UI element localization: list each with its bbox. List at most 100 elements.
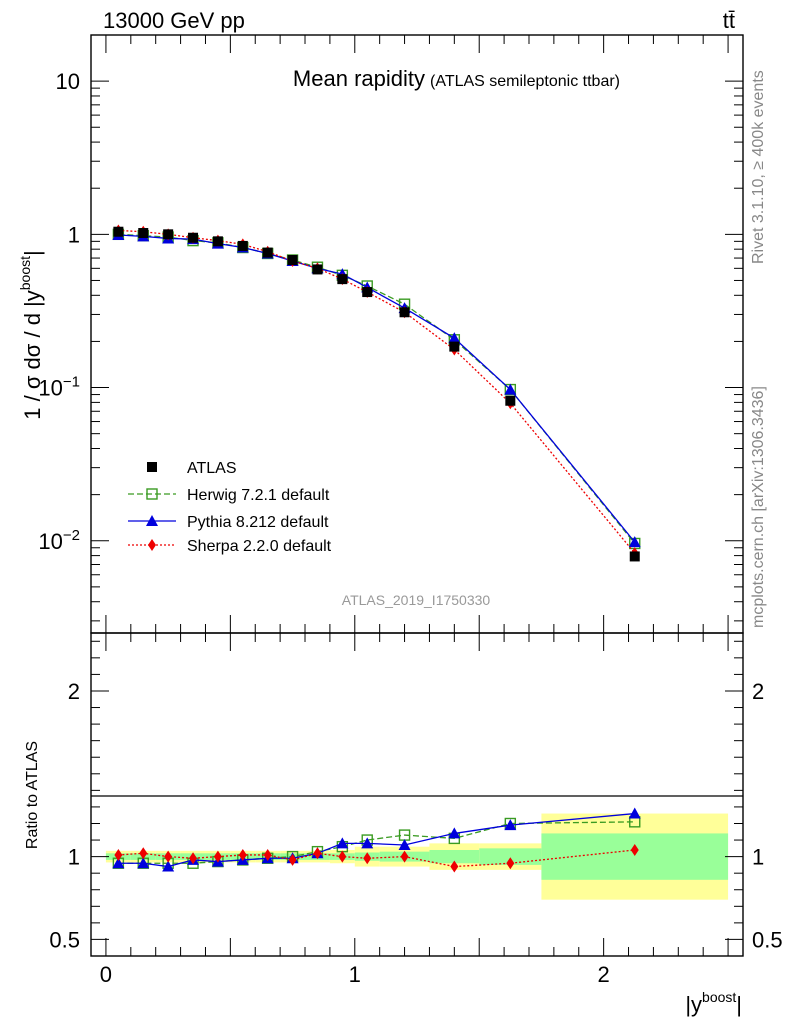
y-label-base: 1 / σ dσ / d |y [20, 290, 45, 419]
main-y-tick-label: 10 [56, 69, 80, 94]
ratio-y-tick-label-right: 0.5 [752, 927, 783, 952]
x-label-end: | [736, 992, 742, 1017]
ratio-series-layer [112, 807, 641, 873]
main-y-tick-label: 1 [68, 222, 80, 247]
tick-exponent: −2 [63, 527, 80, 544]
ratio-point [112, 857, 125, 869]
main-point [188, 232, 199, 243]
ratio-point [164, 850, 173, 863]
process-label: tt̄ [723, 8, 735, 33]
energy-label: 13000 GeV pp [103, 8, 245, 33]
ratio-band-stat [479, 848, 542, 865]
ratio-point [450, 860, 459, 873]
rivet-label: Rivet 3.1.10, ≥ 400k events [750, 70, 767, 264]
tick-mantissa: 1 [68, 222, 80, 247]
ratio-y-tick-label-right: 2 [752, 679, 764, 704]
main-point [362, 287, 373, 298]
main-point [237, 240, 248, 251]
main-y-tick-label: 10−2 [38, 527, 80, 554]
ratio-point [338, 850, 347, 863]
main-series-line [118, 229, 636, 554]
main-point [312, 264, 323, 275]
ratio-point [400, 850, 409, 863]
ratio-band-stat [429, 849, 480, 864]
x-tick-label: 1 [349, 962, 361, 987]
legend-label: ATLAS [187, 460, 237, 477]
ratio-point [162, 860, 175, 872]
main-point [138, 228, 149, 239]
ratio-y-tick-label-left: 2 [68, 679, 80, 704]
tick-mantissa: 10 [38, 529, 62, 554]
ratio-point [189, 852, 198, 865]
chart-subtitle: (ATLAS semileptonic ttbar) [430, 73, 620, 90]
main-point [212, 236, 223, 247]
ratio-point [448, 827, 461, 839]
main-point [113, 226, 124, 237]
x-label-sup: boost [702, 989, 736, 1005]
legend-label: Herwig 7.2.1 default [187, 487, 330, 504]
tick-mantissa: 10 [38, 376, 62, 401]
x-axis-title: |yboost| [685, 989, 742, 1017]
ratio-point [238, 848, 247, 861]
ratio-axis-ticks: 0.5 0.5 1 1 2 2 0 1 2 [49, 633, 783, 987]
main-point [505, 395, 516, 406]
ratio-point [630, 843, 639, 856]
x-axis-label: |yboost| [685, 989, 742, 1017]
ratio-point [504, 819, 517, 831]
ratio-point [363, 852, 372, 865]
ratio-point [114, 848, 123, 861]
ratio-point [398, 839, 411, 851]
ratio-point [288, 853, 297, 866]
ratio-y-tick-label-left: 1 [68, 845, 80, 870]
main-point [262, 247, 273, 258]
main-point [628, 536, 641, 548]
y-label-sup: boost [17, 256, 33, 290]
mcplots-label: mcplots.cern.ch [arXiv:1306.3436] [750, 386, 767, 628]
ratio-point [137, 857, 150, 869]
main-point [337, 274, 348, 285]
legend-marker [148, 539, 156, 551]
ratio-point [336, 837, 349, 849]
main-point [399, 307, 410, 318]
tick-exponent: −1 [63, 374, 80, 391]
main-y-tick-label: 10−1 [38, 374, 80, 401]
main-y-axis-label: 1 / σ dσ / d |yboost| [17, 250, 45, 419]
main-point [629, 551, 640, 562]
x-label-base: |y [685, 992, 702, 1017]
ratio-band-stat [541, 833, 729, 880]
ratio-y-tick-label-left: 0.5 [49, 927, 80, 952]
ratio-y-axis-label: Ratio to ATLAS [24, 741, 41, 849]
ratio-point [213, 850, 222, 863]
legend-marker [147, 462, 157, 472]
y-label-end: | [20, 250, 45, 256]
legend-label: Pythia 8.212 default [187, 514, 329, 531]
x-tick-label: 2 [598, 962, 610, 987]
chart-title: Mean rapidity [293, 66, 425, 91]
analysis-label: ATLAS_2019_I1750330 [342, 592, 491, 608]
ratio-point [628, 807, 641, 819]
ratio-point [313, 847, 322, 860]
main-point [504, 383, 517, 395]
ratio-frame [90, 632, 744, 957]
main-point [163, 229, 174, 240]
main-point [448, 332, 461, 344]
ratio-point [263, 848, 272, 861]
main-series-layer [112, 224, 641, 562]
ratio-panel: 0.5 0.5 1 1 2 2 0 1 2 Ratio to ATLAS |yboost| [24, 632, 783, 1017]
ratio-point [506, 857, 515, 870]
legend-marker [146, 488, 158, 500]
tick-mantissa: 10 [56, 69, 80, 94]
main-point [449, 341, 460, 352]
main-y-axis-title: 1 / σ dσ / d |yboost| [17, 250, 45, 419]
legend-label: Sherpa 2.2.0 default [187, 538, 332, 555]
ratio-y-tick-label-right: 1 [752, 845, 764, 870]
ratio-point [139, 847, 148, 860]
main-point [287, 254, 298, 265]
x-tick-label: 0 [100, 962, 112, 987]
legend: ATLAS Herwig 7.2.1 default Pythia 8.212 de… [128, 460, 332, 555]
legend-marker [146, 515, 158, 526]
ratio-point [361, 837, 374, 849]
